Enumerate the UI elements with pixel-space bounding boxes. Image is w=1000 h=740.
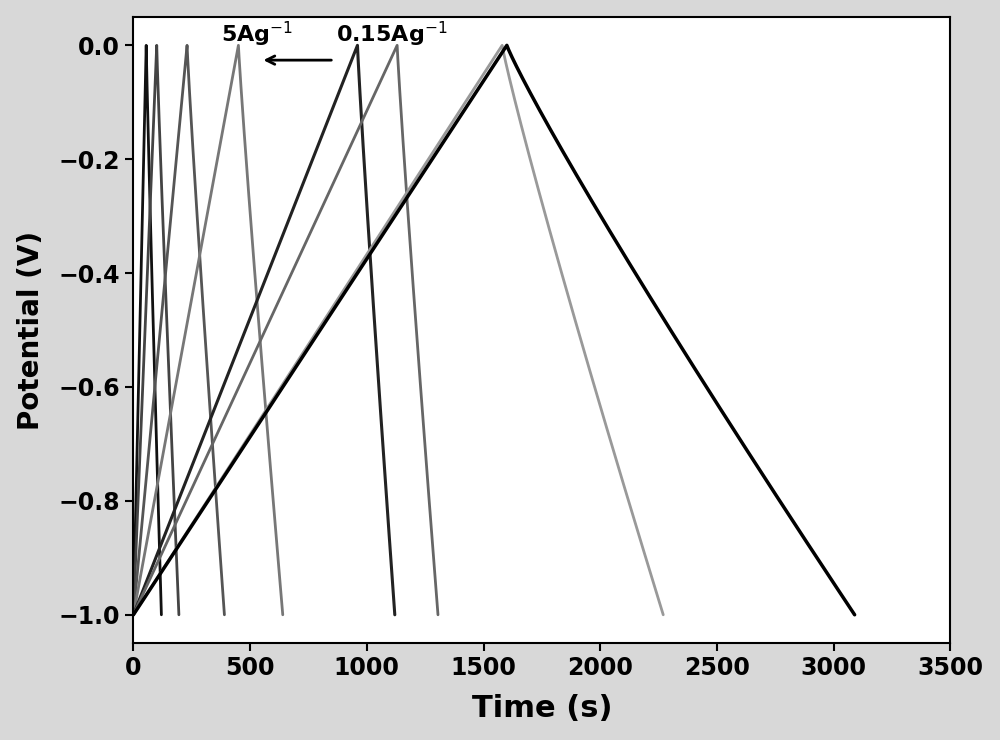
- Text: 5Ag$^{-1}$: 5Ag$^{-1}$: [221, 19, 293, 49]
- X-axis label: Time (s): Time (s): [472, 694, 612, 723]
- Y-axis label: Potential (V): Potential (V): [17, 230, 45, 430]
- Text: 0.15Ag$^{-1}$: 0.15Ag$^{-1}$: [336, 19, 448, 49]
